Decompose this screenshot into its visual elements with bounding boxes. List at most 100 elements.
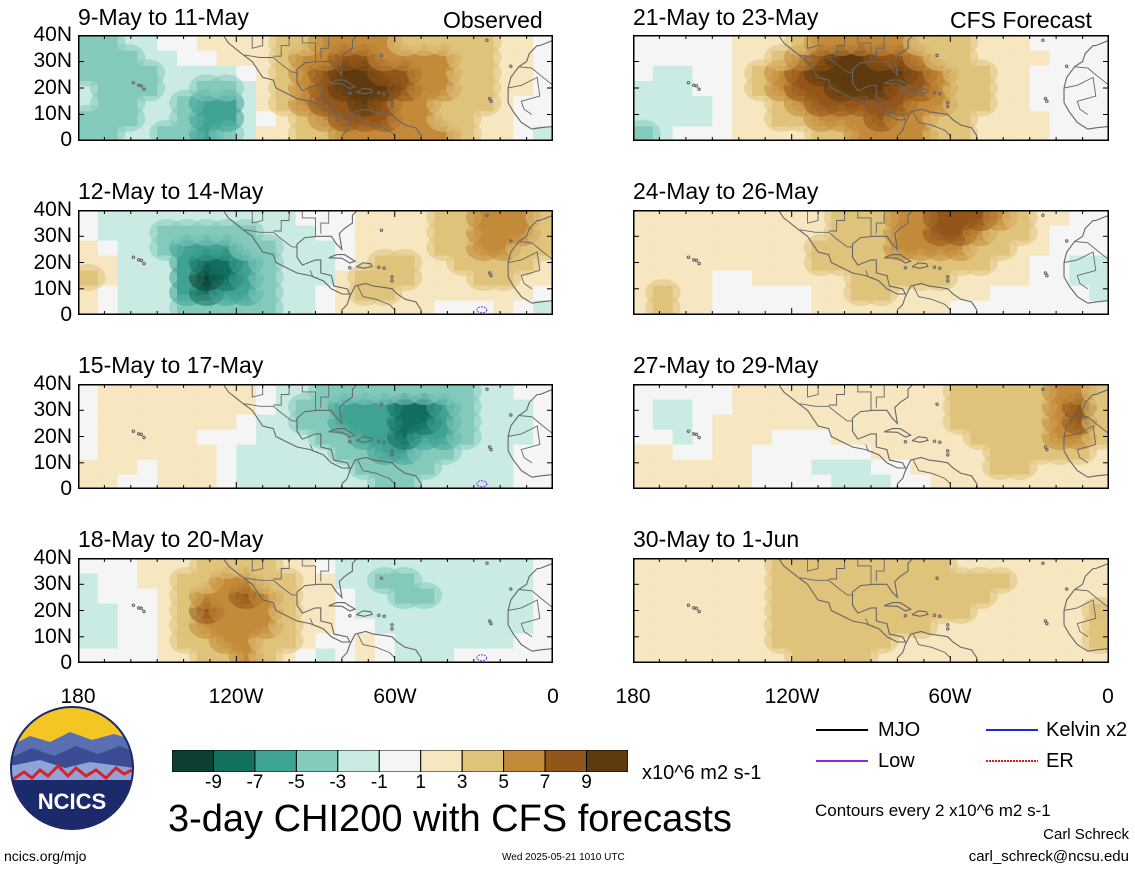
colorbar-label-9: 9 <box>581 772 592 793</box>
lat-label-row3-1: 30N <box>33 398 72 422</box>
legend-line-er <box>986 760 1038 762</box>
colorbar-label-8: 7 <box>539 772 551 793</box>
legend-er: ER <box>1046 750 1074 772</box>
lon-label-0-left: 0 <box>547 685 559 708</box>
lon-label-60w-left: 60W <box>373 685 417 708</box>
panel-title-1: 9-May to 11-May <box>78 4 249 30</box>
low-contour <box>476 480 488 488</box>
ncics-logo: NCICS <box>10 706 134 830</box>
lat-label-row1-2: 20N <box>33 75 72 99</box>
lat-label-row2-2: 20N <box>33 250 72 274</box>
colorbar-swatch-1 <box>213 750 256 772</box>
map-panel-4 <box>633 210 1109 315</box>
ticks <box>78 384 553 489</box>
colorbar-swatch-9 <box>544 750 588 772</box>
anomaly-field <box>78 384 553 489</box>
panel-title-8: 30-May to 1-Jun <box>633 526 800 552</box>
lon-label-120w-left: 120W <box>208 685 264 708</box>
panel-title-7: 18-May to 20-May <box>78 526 264 552</box>
map-panel-8 <box>633 558 1109 663</box>
colorbar-label-0: -9 <box>205 772 222 793</box>
legend-line-mjo <box>816 729 868 731</box>
lat-label-row3-4: 0 <box>60 477 72 500</box>
anomaly-field <box>633 35 1109 141</box>
ticks <box>633 35 1109 141</box>
colorbar-swatch-0 <box>172 750 214 772</box>
lat-label-row4-4: 0 <box>60 651 72 674</box>
colorbar-swatch-4 <box>337 750 380 772</box>
colorbar-swatch-6 <box>420 750 463 772</box>
lat-label-row1-1: 30N <box>33 49 72 73</box>
colorbar-label-3: -3 <box>329 772 347 793</box>
lat-label-row3-0: 40N <box>33 372 72 395</box>
map-panel-2 <box>633 35 1109 141</box>
lon-label-180-left: 180 <box>60 685 96 708</box>
panel-title-2: 21-May to 23-May <box>633 4 819 30</box>
map-panel-7 <box>78 558 553 663</box>
timestamp: Wed 2025-05-21 1010 UTC <box>502 852 625 863</box>
coastlines <box>131 558 553 663</box>
legend-mjo: MJO <box>878 719 921 741</box>
map-panel-1 <box>78 35 553 141</box>
lat-label-row4-1: 30N <box>33 572 72 596</box>
legend-low: Low <box>878 750 915 772</box>
contours-note: Contours every 2 x10^6 m2 s-1 <box>815 801 1051 820</box>
colorbar-label-1: -7 <box>246 772 264 793</box>
colorbar-units: x10^6 m2 s-1 <box>642 762 762 784</box>
panel-title-6: 27-May to 29-May <box>633 352 819 378</box>
ticks <box>78 558 553 663</box>
ticks <box>633 558 1109 663</box>
anomaly-field <box>633 210 1109 315</box>
legend-kelvin: Kelvin x2 <box>1046 719 1128 741</box>
coastlines <box>686 35 1109 141</box>
logo-text: NCICS <box>38 789 106 814</box>
colorbar-label-6: 3 <box>456 772 468 793</box>
panel-title-3: 12-May to 14-May <box>78 178 264 204</box>
coastlines <box>131 384 553 489</box>
legend-line-low <box>816 760 868 762</box>
email: carl_schreck@ncsu.edu <box>968 848 1129 865</box>
anomaly-field <box>78 558 553 663</box>
lat-label-row4-3: 10N <box>33 624 72 648</box>
panel-tag-observed: Observed <box>443 7 543 33</box>
ticks <box>633 210 1109 315</box>
map-panel-5 <box>78 384 553 489</box>
colorbar-label-2: -5 <box>287 772 305 793</box>
lon-label-60w-right: 60W <box>928 685 972 708</box>
site-link[interactable]: ncics.org/mjo <box>4 848 87 864</box>
anomaly-field <box>78 210 553 315</box>
colorbar-label-5: 1 <box>415 772 426 793</box>
panel-tag-cfs-forecast: CFS Forecast <box>950 7 1092 33</box>
low-contour <box>476 654 488 662</box>
colorbar-label-7: 5 <box>498 772 509 793</box>
map-panel-3 <box>78 210 553 315</box>
colorbar <box>172 750 628 772</box>
lat-label-row2-0: 40N <box>33 198 72 221</box>
panel-title-4: 24-May to 26-May <box>633 178 819 204</box>
colorbar-swatch-2 <box>254 750 297 772</box>
coastlines <box>686 558 1109 663</box>
lon-label-120w-right: 120W <box>764 685 820 708</box>
lat-label-row2-4: 0 <box>60 303 72 326</box>
lat-label-row4-0: 40N <box>33 546 72 569</box>
lat-label-row1-4: 0 <box>60 128 72 151</box>
colorbar-label-4: -1 <box>370 772 388 793</box>
legend-line-kelvin <box>986 729 1038 731</box>
lat-label-row3-2: 20N <box>33 424 72 448</box>
ticks <box>78 35 553 141</box>
lon-label-0-right: 0 <box>1102 685 1114 708</box>
lat-label-row3-3: 10N <box>33 450 72 474</box>
lat-label-row2-3: 10N <box>33 276 72 300</box>
colorbar-swatch-8 <box>503 750 546 772</box>
colorbar-swatch-3 <box>295 750 339 772</box>
colorbar-swatch-5 <box>378 750 422 772</box>
panel-title-5: 15-May to 17-May <box>78 352 264 378</box>
colorbar-swatch-10 <box>586 750 628 772</box>
coastlines <box>131 35 553 141</box>
main-title: 3-day CHI200 with CFS forecasts <box>168 798 732 840</box>
coastlines <box>686 210 1109 315</box>
lat-label-row4-2: 20N <box>33 598 72 622</box>
lat-label-row1-3: 10N <box>33 101 72 125</box>
lat-label-row1-0: 40N <box>33 23 72 46</box>
coastlines <box>686 384 1109 489</box>
